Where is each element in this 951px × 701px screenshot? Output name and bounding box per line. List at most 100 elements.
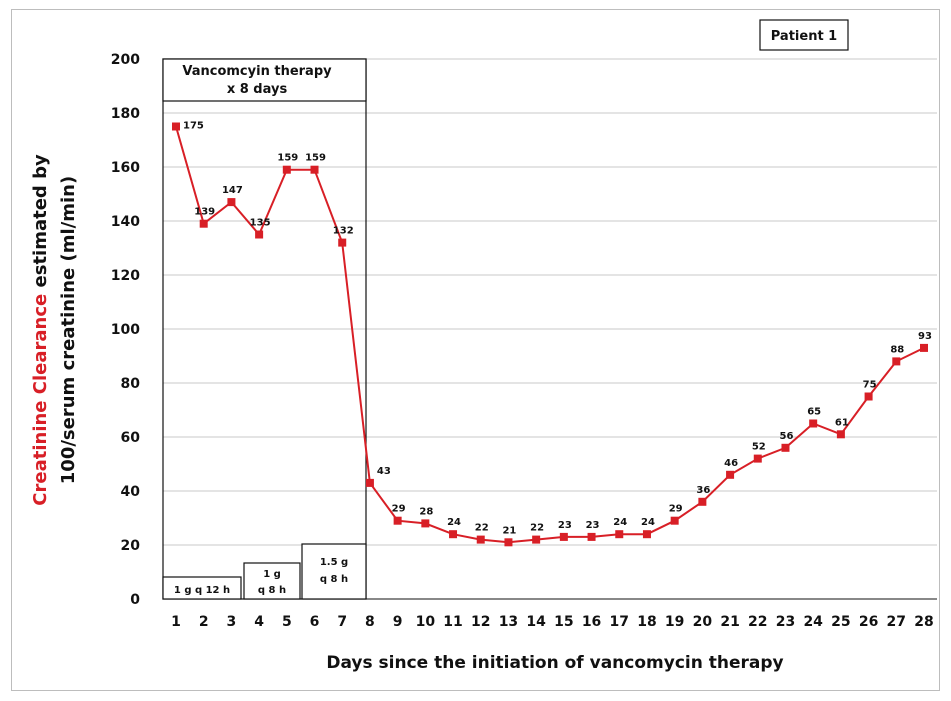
x-tick-label: 16 (582, 614, 601, 630)
data-point (642, 530, 651, 539)
dose-label-3a: 1.5 g (320, 557, 348, 568)
x-axis-title: Days since the initiation of vancomycin … (326, 653, 783, 673)
data-label: 52 (752, 442, 766, 453)
data-label: 88 (890, 344, 904, 355)
data-point (920, 343, 928, 352)
x-tick-label: 11 (443, 614, 462, 630)
x-tick-label: 18 (637, 614, 656, 630)
y-axis-title-rest: estimated by (30, 154, 51, 294)
therapy-title-line1: Vancomcyin therapy (182, 64, 332, 79)
data-label: 28 (419, 506, 433, 517)
data-point (836, 430, 845, 439)
data-labels: 175 139 147 135 159 159 132 43 29 28 24 22 21 22 23 23 2… (183, 121, 932, 537)
series-line (175, 126, 925, 544)
y-tick-label: 200 (111, 52, 140, 68)
data-point (726, 470, 735, 479)
data-label: 132 (333, 226, 354, 237)
x-tick-label: 15 (554, 614, 573, 630)
data-label: 24 (613, 517, 627, 528)
gridlines (162, 58, 937, 600)
data-point (504, 538, 513, 547)
series-creatinine-clearance (172, 122, 928, 547)
data-label: 23 (586, 520, 600, 531)
data-label: 75 (863, 380, 877, 391)
data-label: 159 (305, 153, 326, 164)
y-tick-label: 0 (130, 592, 140, 608)
data-point (393, 516, 402, 525)
therapy-title-line2: x 8 days (227, 82, 288, 97)
data-point (753, 454, 762, 463)
x-tick-label: 6 (310, 614, 320, 630)
data-label: 93 (918, 331, 932, 342)
x-tick-label: 1 (171, 614, 181, 630)
x-tick-label: 22 (748, 614, 767, 630)
data-label: 43 (377, 466, 391, 477)
x-tick-label: 5 (282, 614, 292, 630)
data-point (670, 516, 679, 525)
x-tick-label: 20 (693, 614, 713, 630)
y-tick-label: 40 (121, 484, 141, 500)
x-tick-label: 17 (610, 614, 629, 630)
y-tick-label: 180 (111, 106, 140, 122)
y-tick-label: 80 (121, 376, 141, 392)
chart-frame (11, 9, 940, 691)
data-label: 61 (835, 417, 849, 428)
data-point (587, 532, 596, 541)
x-tick-label: 28 (914, 614, 933, 630)
data-label: 159 (277, 153, 298, 164)
data-label: 22 (530, 523, 544, 534)
dose-box-1 (162, 576, 242, 600)
x-tick-label: 24 (803, 614, 823, 630)
y-axis-title-line2: 100/serum creatinine (ml/min) (58, 176, 79, 484)
data-point (559, 532, 568, 541)
data-label: 175 (183, 121, 204, 132)
data-point (892, 357, 901, 366)
data-label: 29 (669, 504, 683, 515)
patient-label-box (759, 19, 849, 51)
data-point (532, 535, 541, 544)
data-point (781, 443, 790, 452)
x-tick-label: 26 (859, 614, 878, 630)
data-label: 139 (194, 207, 215, 218)
data-label: 147 (222, 185, 243, 196)
data-point (864, 392, 873, 401)
dose-label-2a: 1 g (263, 569, 281, 580)
x-tick-label: 8 (365, 614, 375, 630)
data-point (449, 530, 458, 539)
y-tick-label: 120 (111, 268, 140, 284)
data-point (199, 219, 208, 228)
y-tick-label: 60 (121, 430, 141, 446)
data-point (310, 165, 319, 174)
x-tick-label: 21 (720, 614, 739, 630)
data-label: 56 (780, 431, 794, 442)
dose-label-2b: q 8 h (258, 585, 286, 596)
y-tick-label: 20 (121, 538, 141, 554)
data-label: 29 (392, 504, 406, 515)
data-label: 135 (250, 218, 271, 229)
y-tick-label: 140 (111, 214, 140, 230)
data-point (282, 165, 291, 174)
data-point (365, 478, 374, 487)
x-tick-label: 19 (665, 614, 684, 630)
x-tick-label: 14 (526, 614, 546, 630)
data-label: 23 (558, 520, 572, 531)
data-point (227, 198, 236, 207)
dose-label-1: 1 g q 12 h (174, 585, 230, 596)
x-tick-label: 9 (393, 614, 403, 630)
x-tick-label: 12 (471, 614, 490, 630)
data-point (809, 419, 818, 428)
data-point (615, 530, 624, 539)
data-point (255, 230, 264, 239)
data-label: 46 (724, 458, 738, 469)
data-label: 65 (807, 407, 821, 418)
y-axis-title-highlight: Creatinine Clearance (30, 294, 51, 506)
data-point (421, 519, 430, 528)
x-tick-label: 3 (227, 614, 237, 630)
dose-box-2 (243, 562, 301, 600)
x-tick-label: 4 (254, 614, 264, 630)
x-tick-label: 7 (337, 614, 347, 630)
x-tick-label: 23 (776, 614, 795, 630)
x-tick-label: 2 (199, 614, 209, 630)
x-tick-label: 27 (887, 614, 906, 630)
